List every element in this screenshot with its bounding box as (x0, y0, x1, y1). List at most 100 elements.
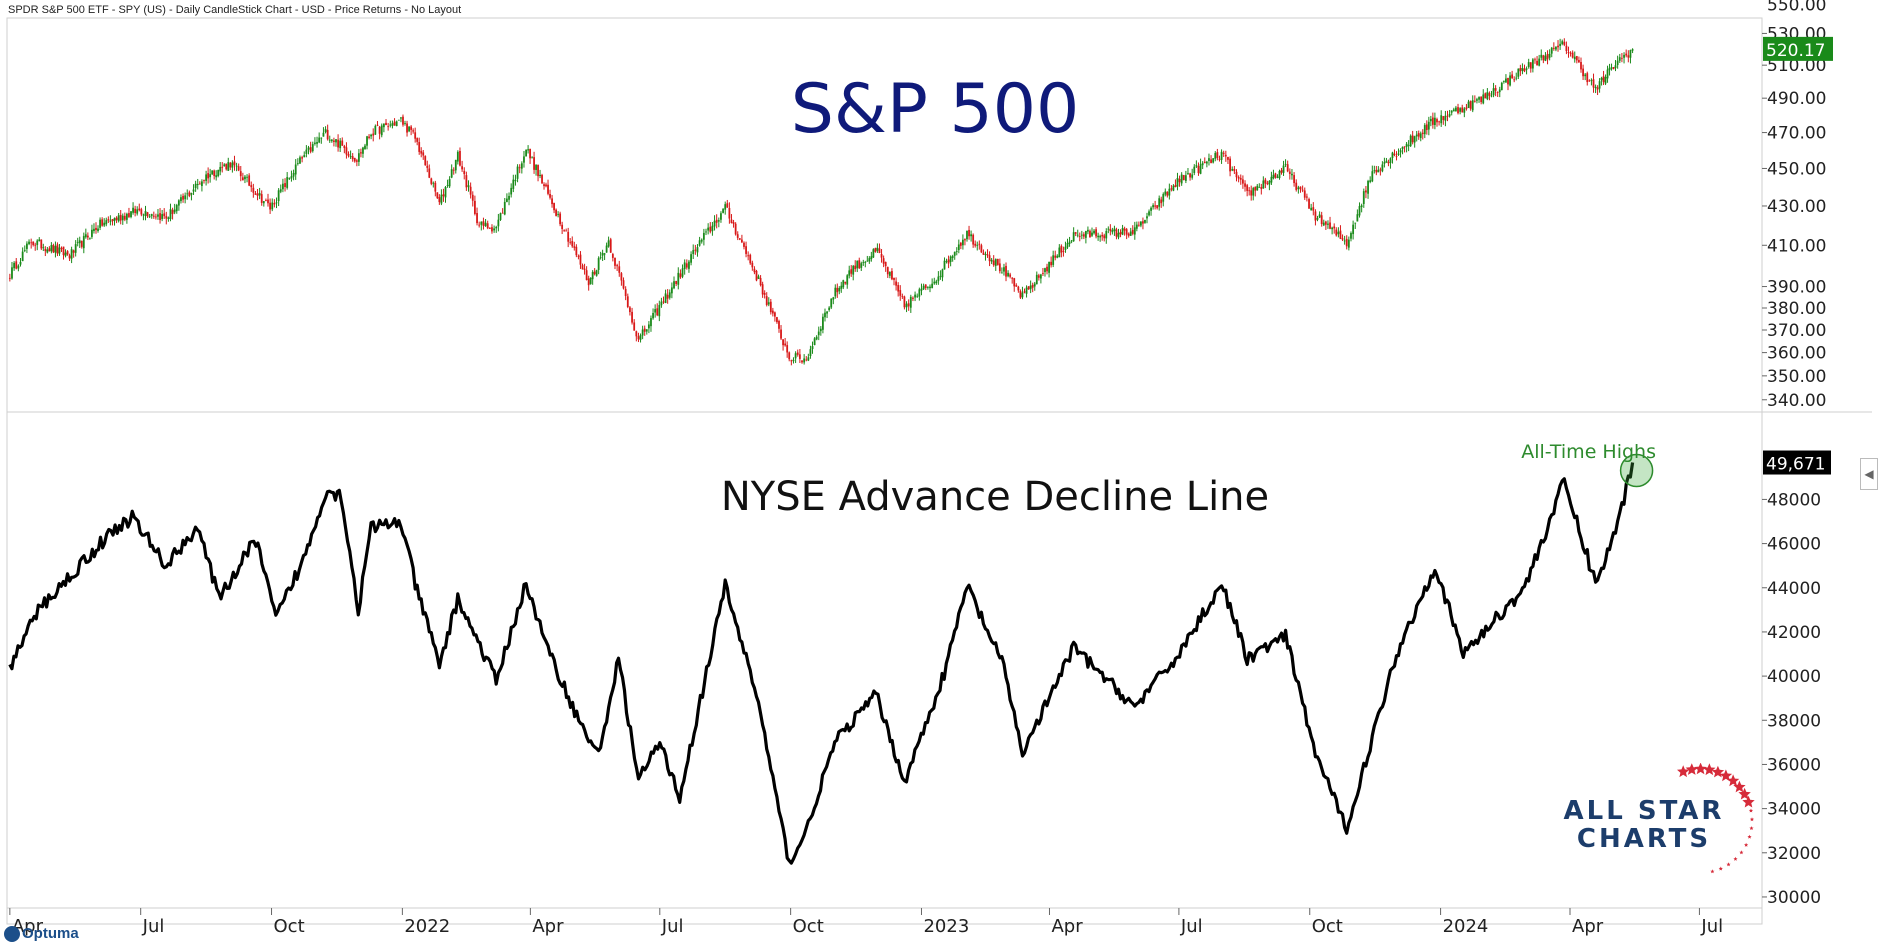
candle-body (444, 186, 447, 198)
candle-body (1029, 285, 1032, 290)
candle-body (347, 153, 350, 156)
candle-body (366, 136, 368, 146)
candle-body (778, 320, 780, 329)
candle-body (225, 163, 228, 170)
candle-body (1329, 222, 1331, 229)
candle-body (1602, 76, 1605, 83)
sp-y-tick-partial: 550.00 (1767, 0, 1826, 15)
candle-body (1405, 143, 1408, 147)
candle-body (1172, 185, 1175, 191)
candle-body (1080, 234, 1083, 236)
candle-body (1527, 62, 1530, 67)
ad-line-series (8, 462, 1635, 865)
candle-body (474, 200, 476, 214)
candle-body (1421, 132, 1424, 135)
candle-body (1450, 110, 1453, 113)
candle-body (1625, 53, 1628, 56)
watermark-line1: ALL STAR (1564, 796, 1725, 826)
candle-body (420, 151, 423, 154)
candle-body (467, 185, 470, 188)
candle-body (26, 243, 28, 249)
candle-body (650, 318, 652, 327)
candle-body (233, 161, 236, 166)
candle-body (452, 169, 455, 171)
candle-body (165, 216, 168, 219)
candle-body (269, 202, 272, 210)
candle-body (844, 281, 847, 284)
sp-y-tick-label: 370.00 (1767, 321, 1826, 341)
candle-body (105, 220, 108, 225)
optuma-logo-icon (4, 925, 20, 942)
candle-body (410, 126, 413, 130)
candle-body (637, 336, 640, 340)
candle-body (1048, 262, 1050, 273)
candle-body (1066, 243, 1069, 248)
candle-body (931, 283, 934, 289)
candle-body (1162, 194, 1165, 202)
candle-body (1594, 86, 1597, 89)
candle-body (856, 260, 859, 269)
candle-body (780, 329, 782, 339)
candle-body (1229, 158, 1231, 172)
candle-body (1397, 153, 1400, 155)
candle-body (267, 199, 269, 204)
sp-y-tick-label: 340.00 (1767, 391, 1826, 411)
sp-y-tick-label: 510.00 (1767, 56, 1826, 76)
candle-body (658, 305, 661, 317)
candle-body (46, 249, 49, 253)
candle-body (171, 209, 174, 215)
candle-body (757, 276, 760, 279)
candle-body (656, 308, 659, 316)
candle-body (796, 352, 799, 355)
candle-body (301, 157, 304, 159)
candle-body (683, 262, 686, 270)
candle-body (964, 239, 966, 241)
candle-body (1575, 56, 1578, 61)
candle-body (1423, 125, 1426, 135)
candle-body (387, 126, 390, 128)
candle-body (66, 251, 69, 255)
candle-body (36, 240, 39, 245)
candle-body (446, 185, 449, 186)
candle-body (579, 254, 582, 265)
candle-body (169, 209, 172, 220)
candle-body (190, 192, 193, 195)
candle-body (1399, 150, 1402, 153)
candle-body (914, 294, 916, 298)
candle-body (1507, 78, 1509, 85)
candle-body (395, 121, 398, 126)
candle-body (1025, 287, 1028, 294)
candle-body (817, 331, 820, 336)
candle-body (1156, 205, 1159, 209)
candle-body (121, 215, 124, 221)
candle-body (620, 273, 623, 281)
collapse-panel-button[interactable]: ◀ (1860, 458, 1878, 490)
candle-body (1127, 233, 1130, 236)
candle-body (1571, 52, 1574, 58)
candle-body (547, 184, 549, 194)
candle-body (277, 190, 280, 202)
candle-body (811, 346, 814, 350)
candle-body (436, 192, 439, 199)
watermark-star (1677, 765, 1690, 778)
candle-body (56, 244, 59, 254)
candle-body (1347, 239, 1350, 248)
candle-body (1429, 119, 1432, 122)
candle-body (1208, 158, 1210, 162)
candle-body (480, 221, 483, 225)
watermark-star (1733, 780, 1746, 793)
candle-body (101, 219, 104, 226)
candle-body (1129, 231, 1132, 236)
candle-body (1517, 68, 1520, 77)
candle-body (1375, 169, 1378, 173)
candle-body (326, 129, 329, 140)
candle-body (1246, 185, 1249, 191)
candle-body (815, 336, 818, 340)
candle-body (984, 254, 987, 256)
candle-body (136, 209, 139, 214)
candle-body (378, 126, 381, 134)
candle-body (428, 168, 431, 178)
candle-body (355, 160, 358, 162)
candle-body (933, 281, 936, 284)
